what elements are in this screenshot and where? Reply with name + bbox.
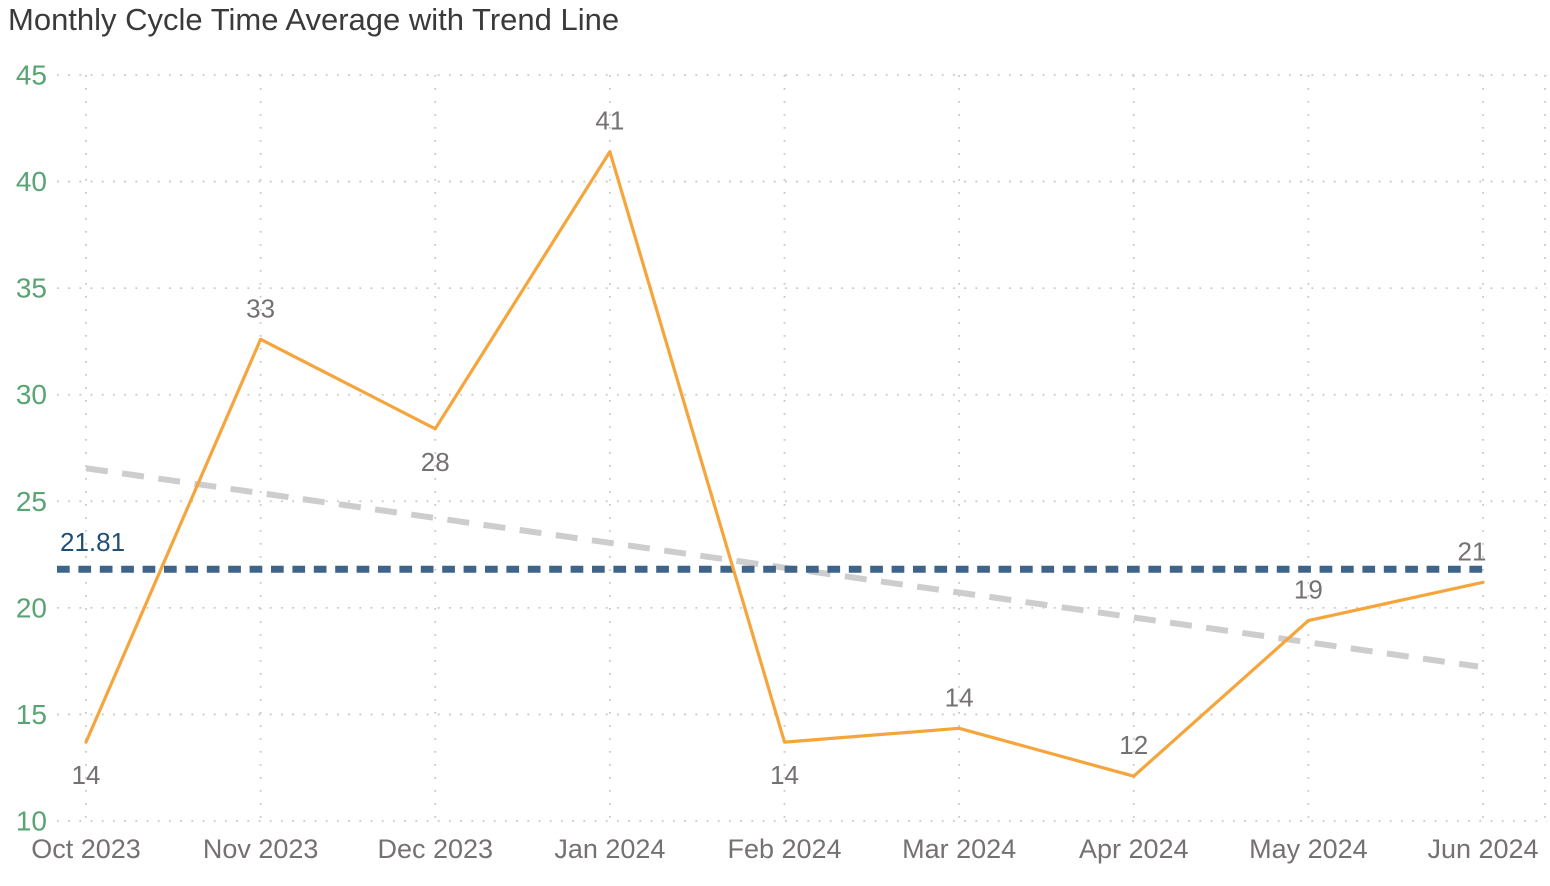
data-label-feb-2024: 14 [770,760,799,790]
y-tick-15: 15 [16,699,47,730]
y-tick-40: 40 [16,166,47,197]
data-label-may-2024: 19 [1294,575,1323,605]
x-label-nov-2023: Nov 2023 [203,834,319,864]
y-tick-20: 20 [16,592,47,623]
y-tick-30: 30 [16,379,47,410]
data-label-jun-2024: 21 [1458,536,1487,566]
x-label-jan-2024: Jan 2024 [554,834,665,864]
x-label-mar-2024: Mar 2024 [902,834,1016,864]
data-label-mar-2024: 14 [945,682,974,712]
chart-title: Monthly Cycle Time Average with Trend Li… [8,2,620,37]
data-label-dec-2023: 28 [421,447,450,477]
data-label-nov-2023: 33 [246,293,275,323]
average-line-label: 21.81 [60,527,125,557]
x-label-may-2024: May 2024 [1249,834,1368,864]
y-tick-25: 25 [16,486,47,517]
x-label-oct-2023: Oct 2023 [31,834,141,864]
y-tick-35: 35 [16,273,47,304]
x-label-dec-2023: Dec 2023 [377,834,493,864]
data-label-apr-2024: 12 [1119,730,1148,760]
data-label-oct-2023: 14 [72,760,101,790]
y-tick-10: 10 [16,806,47,837]
cycle-time-series-line [84,150,1485,778]
data-label-jan-2024: 41 [595,106,624,136]
x-label-feb-2024: Feb 2024 [727,834,841,864]
x-label-jun-2024: Jun 2024 [1427,834,1538,864]
y-tick-45: 45 [16,60,47,91]
trend-line [85,465,1479,670]
x-label-apr-2024: Apr 2024 [1079,834,1189,864]
